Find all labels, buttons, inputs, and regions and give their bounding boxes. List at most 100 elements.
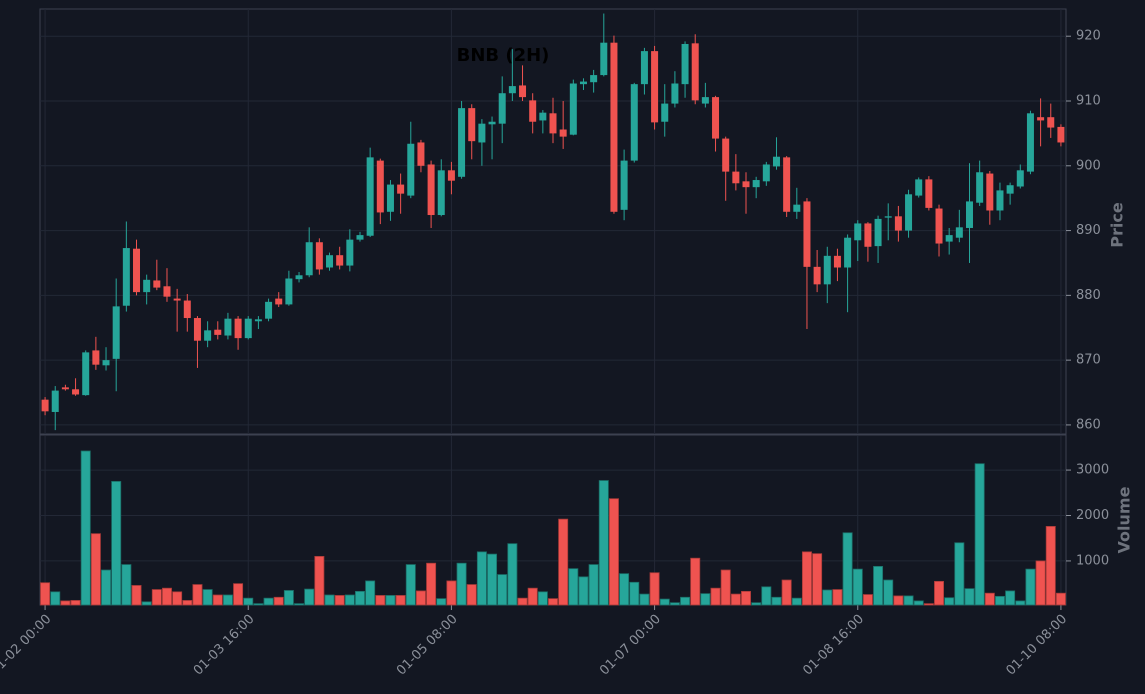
candle-body	[143, 279, 151, 293]
volume-bar	[822, 589, 833, 606]
candle-body	[945, 235, 953, 242]
candle-body	[61, 387, 69, 390]
candle-body	[305, 242, 313, 276]
candle-body	[823, 255, 831, 285]
volume-bar	[50, 591, 61, 606]
volume-bar	[964, 588, 975, 606]
volume-bar	[791, 597, 802, 606]
volume-bar	[121, 564, 132, 606]
candle-body	[447, 170, 455, 181]
volume-bar	[334, 595, 345, 606]
candle-body	[356, 235, 364, 240]
volume-bar	[548, 598, 558, 606]
volume-bar	[517, 597, 528, 606]
chart-title: BNB (2H)	[457, 45, 550, 66]
volume-bar	[294, 603, 305, 606]
volume-bar	[649, 572, 660, 606]
volume-tick-label: 1000	[1076, 553, 1109, 568]
volume-bar	[974, 463, 985, 606]
candle-body	[1006, 185, 1014, 194]
volume-bar	[619, 573, 630, 606]
candle-body	[82, 352, 90, 396]
candle-body	[407, 143, 415, 196]
volume-bar	[913, 600, 924, 606]
volume-bar	[405, 564, 416, 606]
candle-body	[905, 194, 913, 231]
candle-body	[955, 227, 963, 238]
volume-bar	[273, 596, 284, 606]
candle-body	[295, 275, 303, 280]
volume-bar	[1025, 568, 1036, 606]
candle-body	[468, 108, 476, 142]
volume-bar	[385, 595, 396, 606]
volume-bar	[730, 593, 741, 606]
volume-bar	[40, 582, 51, 606]
volume-bar	[497, 574, 508, 606]
candle-body	[427, 164, 435, 216]
candle-body	[1016, 170, 1024, 187]
volume-bar	[751, 602, 762, 606]
candle-body	[478, 123, 486, 143]
volume-bar	[700, 593, 711, 606]
candle-body	[854, 223, 862, 241]
volume-bar	[263, 597, 274, 606]
volume-bar	[446, 580, 457, 606]
volume-bar	[436, 598, 447, 606]
volume-bar	[131, 585, 142, 606]
volume-bar	[903, 595, 914, 606]
candle-body	[488, 121, 496, 125]
candle-body	[915, 179, 923, 196]
candle-body	[204, 330, 212, 341]
candle-body	[234, 318, 242, 339]
candle-body	[620, 160, 628, 210]
candle-body	[590, 75, 598, 83]
volume-bar	[395, 595, 406, 606]
volume-bar	[90, 533, 101, 606]
volume-bar	[761, 586, 772, 606]
y-tick-label: 880	[1076, 288, 1101, 303]
candle-body	[661, 103, 669, 122]
candle-body	[864, 223, 872, 247]
volume-bar	[466, 584, 477, 606]
candle-body	[1026, 113, 1034, 172]
candle-body	[1037, 117, 1045, 121]
candle-body	[630, 84, 638, 161]
y-tick-label: 870	[1076, 353, 1101, 368]
volume-panel	[39, 434, 1067, 606]
candle-body	[833, 255, 841, 268]
candle-body	[376, 160, 384, 213]
volume-bar	[507, 543, 518, 606]
volume-bar	[883, 579, 894, 606]
candle-body	[986, 173, 994, 211]
candle-body	[1047, 117, 1055, 128]
volume-bar	[1015, 600, 1026, 606]
y-tick-label: 890	[1076, 223, 1101, 238]
volume-bar	[801, 551, 812, 606]
candle-body	[265, 301, 273, 319]
volume-bar	[893, 595, 904, 606]
candle-body	[965, 201, 973, 228]
candle-body	[336, 255, 344, 266]
volume-bar	[608, 498, 619, 606]
candle-body	[539, 112, 547, 121]
candle-body	[163, 286, 171, 297]
volume-tick-label: 2000	[1076, 508, 1109, 523]
volume-bar	[212, 594, 223, 606]
volume-bar	[375, 595, 386, 606]
volume-bar	[537, 591, 548, 606]
candle-body	[72, 389, 80, 395]
volume-bar	[202, 589, 213, 606]
candle-body	[183, 300, 191, 319]
candle-body	[519, 85, 527, 98]
candle-body	[366, 157, 374, 236]
volume-bar	[984, 592, 995, 606]
candle-body	[976, 172, 984, 203]
volume-bar	[812, 553, 823, 606]
volume-bar	[243, 597, 254, 606]
volume-bar	[1045, 526, 1056, 606]
volume-bar	[680, 596, 691, 606]
candle-body	[600, 42, 608, 76]
price-panel	[39, 8, 1067, 435]
candle-body	[803, 201, 811, 267]
